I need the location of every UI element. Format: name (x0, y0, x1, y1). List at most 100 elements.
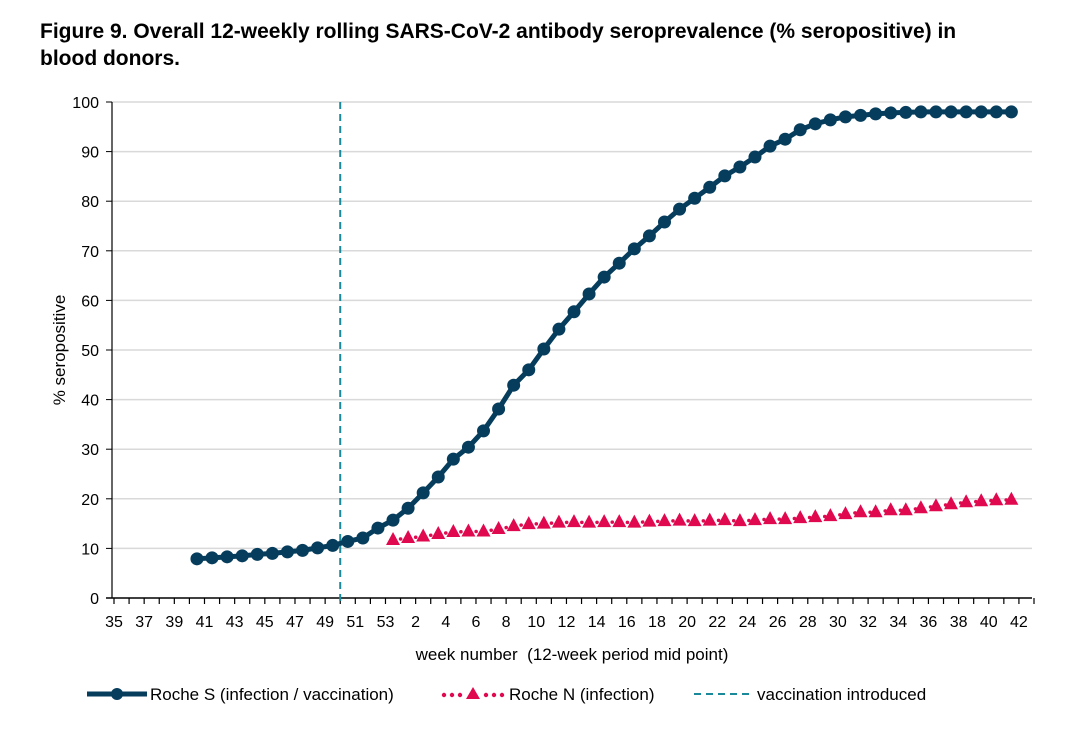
data-point-roche-s (612, 256, 626, 270)
legend-dot (457, 692, 463, 698)
x-tick-label: 51 (346, 614, 364, 631)
data-point-roche-n (717, 512, 732, 526)
data-point-roche-s (688, 191, 702, 205)
data-point-roche-n (823, 508, 838, 522)
x-tick-label: 30 (829, 614, 847, 631)
gridlines (112, 101, 1032, 550)
data-point-roche-n (868, 504, 883, 518)
data-point-roche-s (522, 363, 536, 377)
x-tick-label: 36 (920, 614, 938, 631)
data-point-roche-s (597, 270, 611, 284)
legend-item-vaccination[interactable]: vaccination introduced (694, 685, 926, 704)
data-point-roche-n (763, 511, 778, 525)
data-point-roche-s (446, 452, 460, 466)
legend-marker-circle-icon (111, 688, 123, 700)
legend-dot (491, 692, 497, 698)
data-point-roche-s (356, 531, 370, 545)
data-point-roche-n (747, 512, 762, 526)
data-point-roche-n (959, 494, 974, 508)
data-point-roche-n (778, 511, 793, 525)
data-point-roche-s (793, 123, 807, 137)
x-tick-label: 28 (799, 614, 817, 631)
x-tick-label: 20 (678, 614, 696, 631)
data-point-roche-n (838, 506, 853, 520)
x-axis-ticks: 35 37 39 41 43 45 47 49 51 53 2 4 6 8 10 12 14 16 18 20 22 24… (105, 598, 1035, 631)
x-tick-label: 8 (502, 614, 511, 631)
x-tick-label: 39 (165, 614, 183, 631)
data-point-roche-s (205, 551, 219, 565)
data-point-roche-n (386, 531, 401, 545)
legend-label-roche-s: Roche S (infection / vaccination) (150, 685, 394, 704)
data-point-roche-s (778, 132, 792, 146)
x-tick-label: 45 (256, 614, 274, 631)
data-point-roche-n (431, 526, 446, 540)
y-tick-label: 50 (81, 343, 99, 360)
data-point-roche-n (883, 502, 898, 516)
data-point-roche-n (944, 496, 959, 510)
data-point-roche-n (461, 523, 476, 537)
y-tick-label: 0 (90, 591, 99, 608)
data-point-roche-s (718, 169, 732, 183)
legend-dot (483, 692, 489, 698)
y-tick-label: 70 (81, 244, 99, 261)
x-tick-label: 16 (618, 614, 636, 631)
data-point-roche-s (1004, 105, 1018, 119)
data-point-roche-s (296, 543, 310, 557)
data-point-roche-s (250, 547, 264, 561)
x-tick-label: 53 (377, 614, 395, 631)
x-tick-label: 35 (105, 614, 123, 631)
x-tick-label: 6 (472, 614, 481, 631)
y-tick-label: 90 (81, 145, 99, 162)
data-point-roche-n (506, 518, 521, 532)
data-point-roche-s (311, 541, 325, 555)
data-point-roche-s (416, 486, 430, 500)
y-axis-ticks: 0 10 20 30 40 50 60 70 80 90 100 (72, 95, 112, 608)
legend-item-roche-n[interactable]: Roche N (infection) (441, 685, 655, 704)
data-point-roche-s (914, 105, 928, 119)
x-tick-label: 24 (739, 614, 757, 631)
legend: Roche S (infection / vaccination) Roche … (87, 685, 926, 704)
data-point-roche-s (326, 538, 340, 552)
data-point-roche-s (959, 105, 973, 119)
legend-dot (449, 692, 455, 698)
legend-label-vaccination: vaccination introduced (757, 685, 926, 704)
x-tick-label: 43 (226, 614, 244, 631)
data-point-roche-n (687, 513, 702, 527)
data-point-roche-s (763, 139, 777, 153)
x-tick-label: 22 (708, 614, 726, 631)
x-tick-label: 49 (316, 614, 334, 631)
data-point-roche-n (476, 523, 491, 537)
y-tick-label: 60 (81, 293, 99, 310)
series-roche-n (386, 491, 1019, 545)
data-point-roche-n (401, 529, 416, 543)
data-point-roche-s (823, 113, 837, 127)
data-point-roche-n (551, 514, 566, 528)
data-point-roche-n (702, 512, 717, 526)
x-tick-label: 40 (980, 614, 998, 631)
series-roche-s (190, 105, 1018, 566)
series-line-roche-s (196, 109, 1012, 562)
data-point-roche-s (869, 107, 883, 121)
x-axis-title: week number (12-week period mid point) (415, 645, 729, 664)
x-tick-label: 32 (859, 614, 877, 631)
data-point-roche-n (898, 502, 913, 516)
data-point-roche-s (401, 501, 415, 515)
legend-item-roche-s[interactable]: Roche S (infection / vaccination) (87, 685, 394, 704)
data-point-roche-n (928, 498, 943, 512)
data-point-roche-n (913, 500, 928, 514)
data-point-roche-n (521, 516, 536, 530)
legend-dot (499, 692, 505, 698)
data-point-roche-s (899, 105, 913, 119)
data-point-roche-s (507, 378, 521, 392)
x-tick-label: 34 (889, 614, 907, 631)
y-tick-label: 80 (81, 194, 99, 211)
data-point-roche-s (989, 105, 1003, 119)
data-point-roche-s (235, 549, 249, 563)
data-point-roche-n (491, 521, 506, 535)
data-point-roche-n (974, 493, 989, 507)
data-point-roche-s (627, 242, 641, 256)
legend-dots-roche-n-icon (441, 692, 505, 698)
data-point-roche-n (597, 514, 612, 528)
data-point-roche-s (854, 108, 868, 122)
